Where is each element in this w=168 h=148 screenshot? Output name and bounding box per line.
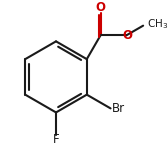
Text: O: O [122,29,132,42]
Text: F: F [53,133,59,146]
Text: Br: Br [112,102,125,115]
Text: CH$_3$: CH$_3$ [147,17,168,31]
Text: O: O [96,1,106,14]
